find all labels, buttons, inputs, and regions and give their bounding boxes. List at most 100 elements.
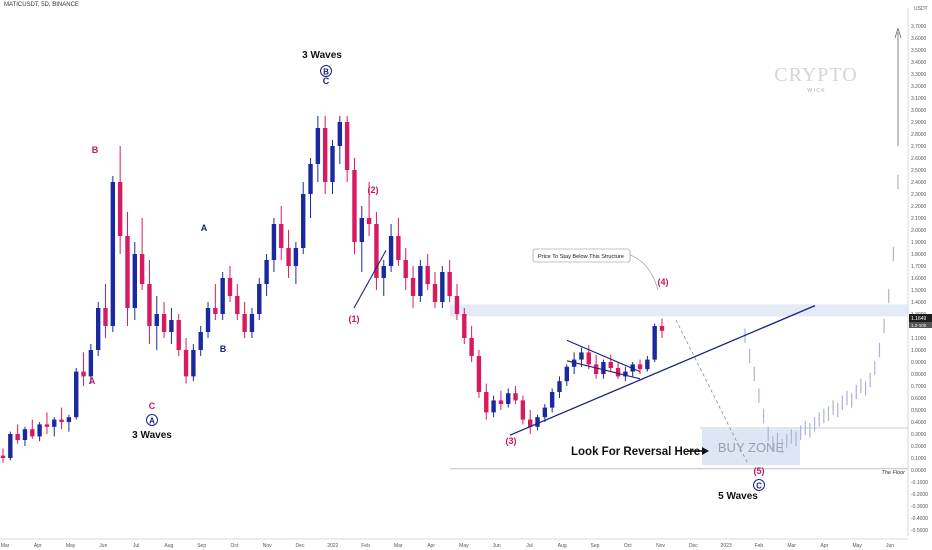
y-tick-label: 1.6000 xyxy=(911,276,927,282)
candle-body xyxy=(359,218,364,242)
candle-body xyxy=(352,170,357,242)
candle-body xyxy=(513,393,518,401)
y-tick-label: 0.3000 xyxy=(911,432,927,438)
candle-body xyxy=(44,424,50,427)
circled-C-ring xyxy=(753,479,765,491)
candle-body xyxy=(462,314,467,338)
candle-body xyxy=(491,400,496,413)
candle-body xyxy=(220,278,225,314)
watermark-main: CRYPTO xyxy=(774,64,857,86)
candle-body xyxy=(571,359,577,367)
candle-body xyxy=(520,400,526,420)
price-badge2-text: 1.2-100 xyxy=(911,323,927,328)
y-tick-label: 3.1000 xyxy=(911,96,927,102)
candle-body xyxy=(161,314,167,332)
y-tick-label: 3.3000 xyxy=(911,72,927,78)
candle-body xyxy=(579,352,584,360)
y-tick-label: 1.4000 xyxy=(911,300,927,306)
candle-body xyxy=(374,224,379,278)
candle-body xyxy=(22,429,28,440)
y-tick-label: 2.2000 xyxy=(911,204,927,210)
candle-body xyxy=(557,381,562,392)
wave-1-label: (1) xyxy=(349,314,360,324)
candle-body xyxy=(308,164,313,194)
buy-zone-label: BUY ZONE xyxy=(718,440,785,455)
candle-body xyxy=(652,326,657,360)
candle-body xyxy=(315,128,321,164)
y-tick-label: 3.4000 xyxy=(911,60,927,66)
wave-B-navy-label: B xyxy=(220,344,227,354)
candle-body xyxy=(271,224,277,260)
y-tick-label: 3.2000 xyxy=(911,84,927,90)
y-tick-label: 2.3000 xyxy=(911,192,927,198)
candle-body xyxy=(88,350,94,377)
y-axis-unit: USDT xyxy=(914,6,928,12)
circled-B-ring xyxy=(320,65,332,77)
candle-body xyxy=(425,266,430,284)
five-waves-label: 5 Waves xyxy=(718,491,758,502)
y-tick-label: 3.5000 xyxy=(911,48,927,54)
candle-body xyxy=(74,371,79,418)
y-tick-label: 0.8000 xyxy=(911,372,927,378)
wave-5-label: (5) xyxy=(754,466,765,476)
y-tick-label: 1.1000 xyxy=(911,336,927,342)
wave-B-red-label: B xyxy=(92,145,99,155)
y-tick-label: 3.6000 xyxy=(911,36,927,42)
reversal-label: Look For Reversal Here xyxy=(571,446,700,458)
triangle-lower-line xyxy=(566,360,641,380)
candle-body xyxy=(615,368,621,377)
candle-body xyxy=(147,284,152,326)
candle-body xyxy=(8,434,13,458)
candle-body xyxy=(139,254,145,284)
y-tick-label: -0.3000 xyxy=(911,504,928,510)
candle-body xyxy=(659,326,665,331)
candle-body xyxy=(0,455,6,458)
projection-arrow-head xyxy=(894,27,902,39)
x-tick-label: Nov xyxy=(656,543,665,549)
candle-body xyxy=(476,356,482,392)
candle-body xyxy=(403,260,408,278)
x-tick-label: Aug xyxy=(164,543,173,549)
x-tick-label: Apr xyxy=(427,543,435,549)
price-badge-text: 1.1649 xyxy=(911,316,927,322)
candle-body xyxy=(447,272,452,296)
x-tick-label: Feb xyxy=(361,543,370,549)
candle-body xyxy=(381,266,386,278)
support-trendline xyxy=(509,305,816,436)
wave-1-2-line xyxy=(353,250,387,309)
y-tick-label: 1.5000 xyxy=(911,288,927,294)
circled-C-label: C xyxy=(756,482,762,491)
y-tick-label: -0.2000 xyxy=(911,492,928,498)
circled-A-ring xyxy=(146,414,158,426)
candle-body xyxy=(337,122,343,146)
x-tick-label: Sep xyxy=(591,543,600,549)
candle-body xyxy=(52,419,57,427)
y-tick-label: 0.1000 xyxy=(911,456,927,462)
candle-body xyxy=(242,314,247,332)
watermark-sub: W I C K xyxy=(807,88,825,94)
x-tick-label: May xyxy=(852,543,862,549)
x-tick-label: Mar xyxy=(394,543,403,549)
candle-body xyxy=(593,364,599,374)
circled-A-label: A xyxy=(149,417,155,426)
candle-body xyxy=(183,350,189,377)
floor-label: The Floor xyxy=(881,470,906,476)
reversal-arrow-head xyxy=(702,447,709,455)
x-tick-label: May xyxy=(459,543,469,549)
x-tick-label: Jun xyxy=(493,543,501,549)
candle-body xyxy=(66,417,72,422)
y-tick-label: 0.7000 xyxy=(911,384,927,390)
candle-body xyxy=(564,366,570,382)
candle-body xyxy=(279,224,284,248)
candle-body xyxy=(205,308,211,332)
x-tick-label: Apr xyxy=(34,543,42,549)
y-tick-label: 2.8000 xyxy=(911,132,927,138)
candle-body xyxy=(227,278,233,296)
candle-body xyxy=(132,254,137,308)
candle-body xyxy=(125,236,130,308)
x-tick-label: Aug xyxy=(558,543,567,549)
candle-body xyxy=(198,332,203,350)
candle-body xyxy=(322,128,328,182)
candle-body xyxy=(249,314,255,332)
